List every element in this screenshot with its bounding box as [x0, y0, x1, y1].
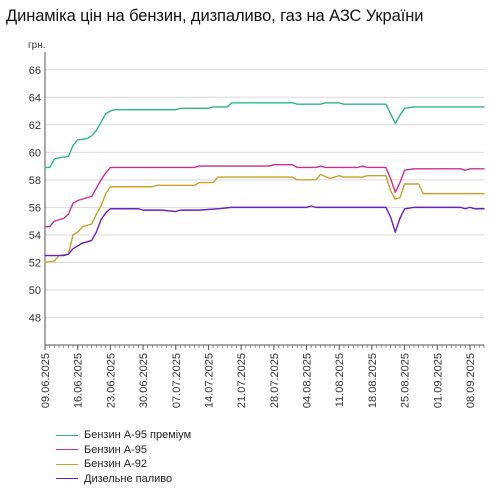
- y-tick-label: 62: [29, 120, 41, 132]
- x-tick-label: 28.07.2025: [269, 353, 281, 408]
- legend-swatch: [56, 463, 78, 465]
- series-line-3: [44, 173, 485, 264]
- legend-item: Бензин А-92: [56, 457, 191, 472]
- y-axis-unit-label: грн.: [28, 40, 46, 51]
- x-tick-label: 18.08.2025: [367, 353, 379, 408]
- legend-swatch: [56, 449, 78, 451]
- x-tick-label: 08.09.2025: [465, 353, 477, 408]
- x-tick-label: 09.06.2025: [40, 353, 52, 408]
- x-tick-label: 11.08.2025: [334, 353, 346, 407]
- y-tick-label: 52: [29, 257, 41, 269]
- x-tick-label: 01.09.2025: [432, 353, 444, 408]
- axes: [44, 52, 485, 350]
- x-tick-label: 07.07.2025: [171, 353, 183, 408]
- tick-labels: 48 50 52 54 56 58 60 62 64 66 09.06.2025 16.06.2025…: [29, 65, 477, 408]
- y-tick-label: 56: [29, 202, 41, 214]
- y-tick-label: 48: [29, 312, 41, 324]
- legend-label: Бензин А-92: [84, 458, 147, 471]
- x-tick-label: 25.08.2025: [400, 353, 412, 408]
- chart-legend: Бензин А-95 преміум Бензин А-95 Бензин А-9…: [56, 428, 191, 486]
- y-tick-label: 66: [29, 65, 41, 77]
- y-tick-label: 50: [29, 285, 41, 297]
- series-lines: [44, 102, 485, 264]
- series-line-4: [44, 205, 485, 257]
- legend-label: Бензин А-95: [84, 443, 147, 456]
- grid-lines: [45, 69, 484, 318]
- y-tick-label: 54: [29, 230, 41, 242]
- x-tick-label: 14.07.2025: [203, 353, 215, 408]
- series-line-1: [44, 102, 485, 169]
- legend-item: Бензин А-95 преміум: [56, 428, 191, 443]
- legend-item: Бензин А-95: [56, 443, 191, 458]
- legend-swatch: [56, 478, 78, 480]
- x-tick-label: 04.08.2025: [302, 353, 314, 408]
- y-tick-label: 64: [29, 92, 41, 104]
- x-tick-label: 23.06.2025: [105, 353, 117, 408]
- series-line-2: [44, 164, 485, 228]
- y-tick-label: 58: [29, 175, 41, 187]
- x-tick-label: 30.06.2025: [138, 353, 150, 408]
- x-tick-label: 16.06.2025: [73, 353, 85, 408]
- legend-swatch: [56, 434, 78, 436]
- chart-title: Динаміка цін на бензин, дизпаливо, газ н…: [6, 7, 424, 25]
- legend-label: Бензин А-95 преміум: [84, 429, 192, 442]
- legend-item: Дизельне паливо: [56, 472, 191, 487]
- x-tick-label: 21.07.2025: [236, 353, 248, 408]
- legend-label: Дизельне паливо: [84, 472, 173, 485]
- y-tick-label: 60: [29, 147, 41, 159]
